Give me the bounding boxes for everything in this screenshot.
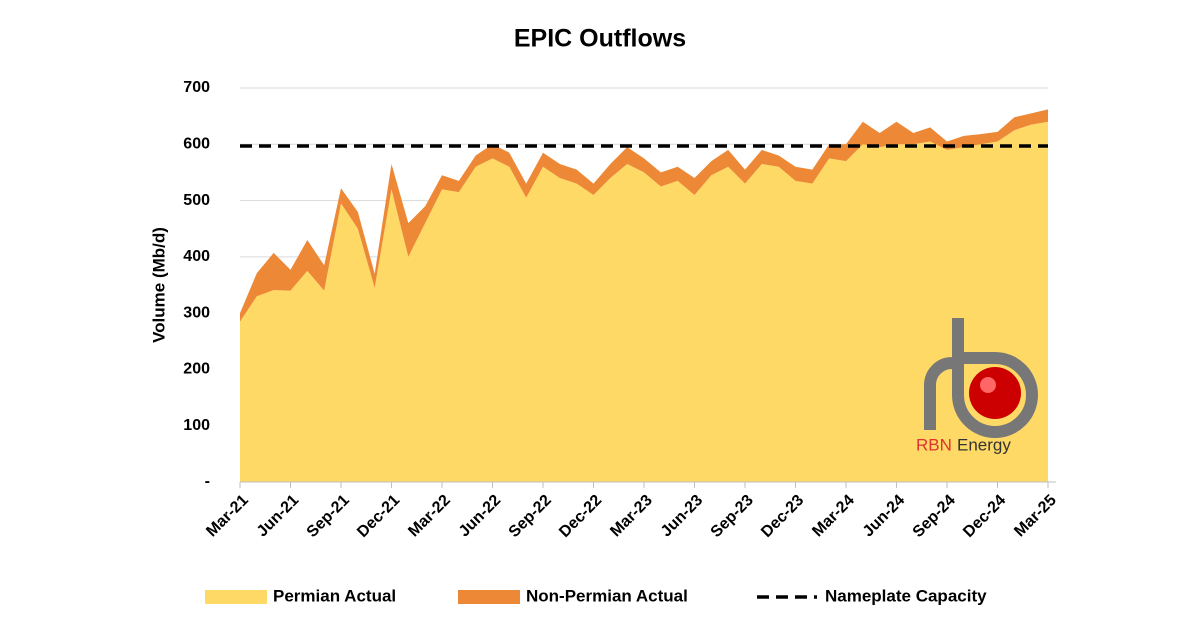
x-tick-label: Jun-21 <box>254 492 303 541</box>
legend-label: Permian Actual <box>273 586 396 605</box>
y-tick-label: 400 <box>183 248 210 265</box>
legend-swatch <box>458 590 520 604</box>
x-tick-label: Dec-22 <box>556 492 605 541</box>
x-tick-label: Mar-25 <box>1011 492 1060 541</box>
logo-shine <box>980 377 996 393</box>
x-tick-label: Sep-24 <box>910 492 959 541</box>
x-tick-label: Dec-23 <box>758 492 807 541</box>
legend: Permian Actual Non-Permian Actual Nameplat… <box>205 586 987 605</box>
x-tick-label: Mar-22 <box>405 492 454 541</box>
x-tick-label: Sep-23 <box>708 492 757 541</box>
logo-text: Energy <box>957 435 1011 454</box>
y-tick-label: 200 <box>183 361 210 378</box>
x-tick-label: Dec-24 <box>960 492 1009 541</box>
logo-ball <box>969 367 1021 419</box>
legend-label: Nameplate Capacity <box>825 586 987 605</box>
legend-swatch <box>205 590 267 604</box>
plot-area: - 100 200 300 400 500 600 700 Mar-21 Jun-21 Sep-21… <box>183 79 1060 541</box>
y-axis-label: Volume (Mb/d) <box>149 227 168 343</box>
x-tick-label: Jun-23 <box>658 492 707 541</box>
x-tick-label: Sep-21 <box>304 492 353 541</box>
y-tick-label: 300 <box>183 304 210 321</box>
logo-pipe <box>924 318 1038 438</box>
y-tick-label: - <box>205 473 210 490</box>
area <box>240 121 1048 483</box>
legend-label: Non-Permian Actual <box>526 586 688 605</box>
y-tick-label: 600 <box>183 136 210 153</box>
logo-text: RBN <box>916 435 952 454</box>
x-tick-label: Sep-22 <box>506 492 555 541</box>
x-tick-label: Mar-23 <box>607 492 656 541</box>
x-tick-label: Dec-21 <box>354 492 403 541</box>
x-tick-label: Jun-24 <box>860 492 909 541</box>
area <box>240 109 1048 322</box>
x-tick-label: Jun-22 <box>456 492 505 541</box>
logo: RBN Energy <box>916 318 1038 454</box>
y-tick-label: 700 <box>183 79 210 96</box>
x-tick-label: Mar-24 <box>809 492 858 541</box>
x-tick-label: Mar-21 <box>203 492 252 541</box>
y-tick-label: 500 <box>183 192 210 209</box>
y-tick-label: 100 <box>183 417 210 434</box>
chart-title: EPIC Outflows <box>514 25 686 53</box>
